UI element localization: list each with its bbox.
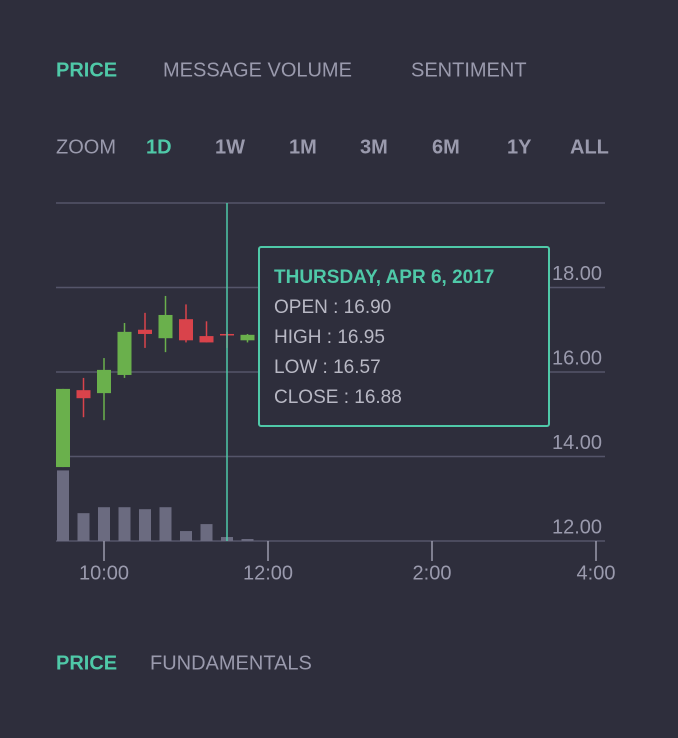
- zoom-option[interactable]: 6M: [432, 136, 460, 158]
- tooltip-row: LOW : 16.57: [274, 357, 381, 378]
- tab-message-volume[interactable]: MESSAGE VOLUME: [163, 59, 352, 81]
- zoom-option[interactable]: 1M: [289, 136, 317, 158]
- candle-body: [56, 388, 70, 468]
- candle-body: [117, 331, 132, 375]
- volume-bar: [118, 507, 131, 541]
- y-tick-label: 14.00: [552, 432, 602, 454]
- zoom-label: ZOOM: [56, 136, 116, 158]
- tab-sentiment[interactable]: SENTIMENT: [411, 59, 527, 81]
- x-tick-label: 10:00: [79, 562, 129, 584]
- volume-bar: [241, 539, 254, 541]
- x-tick-label: 2:00: [413, 562, 452, 584]
- bottom-tab-fundamentals[interactable]: FUNDAMENTALS: [150, 652, 312, 674]
- candle-body: [199, 336, 214, 343]
- bottom-tab-price[interactable]: PRICE: [56, 652, 117, 674]
- volume-bar: [200, 524, 213, 541]
- volume-bar: [159, 507, 172, 541]
- zoom-option[interactable]: 1Y: [507, 136, 532, 158]
- candle-body: [158, 314, 173, 339]
- x-tick-label: 12:00: [243, 562, 293, 584]
- zoom-option[interactable]: 3M: [360, 136, 388, 158]
- candle-body: [240, 334, 255, 341]
- y-tick-label: 16.00: [552, 347, 602, 369]
- volume-bar: [57, 470, 69, 541]
- tooltip-row: OPEN : 16.90: [274, 297, 391, 318]
- candle-body: [138, 329, 152, 334]
- candle-body: [97, 369, 111, 394]
- y-tick-label: 18.00: [552, 263, 602, 285]
- zoom-option[interactable]: ALL: [570, 136, 609, 158]
- candle-body: [179, 319, 193, 341]
- tooltip: THURSDAY, APR 6, 2017 OPEN : 16.90 HIGH …: [258, 246, 550, 427]
- tooltip-row: HIGH : 16.95: [274, 327, 385, 348]
- x-tick-label: 4:00: [577, 562, 616, 584]
- zoom-option[interactable]: 1W: [215, 136, 245, 158]
- tooltip-row: CLOSE : 16.88: [274, 387, 402, 408]
- volume-bar: [139, 509, 151, 541]
- tooltip-box: [258, 246, 550, 427]
- tooltip-title: THURSDAY, APR 6, 2017: [274, 267, 494, 288]
- volume-bar: [98, 507, 110, 541]
- tab-price[interactable]: PRICE: [56, 59, 117, 81]
- volume-bar: [180, 531, 192, 541]
- y-tick-label: 12.00: [552, 516, 602, 538]
- zoom-option[interactable]: 1D: [146, 136, 172, 158]
- volume-bar: [77, 513, 90, 541]
- candle-body: [76, 390, 91, 399]
